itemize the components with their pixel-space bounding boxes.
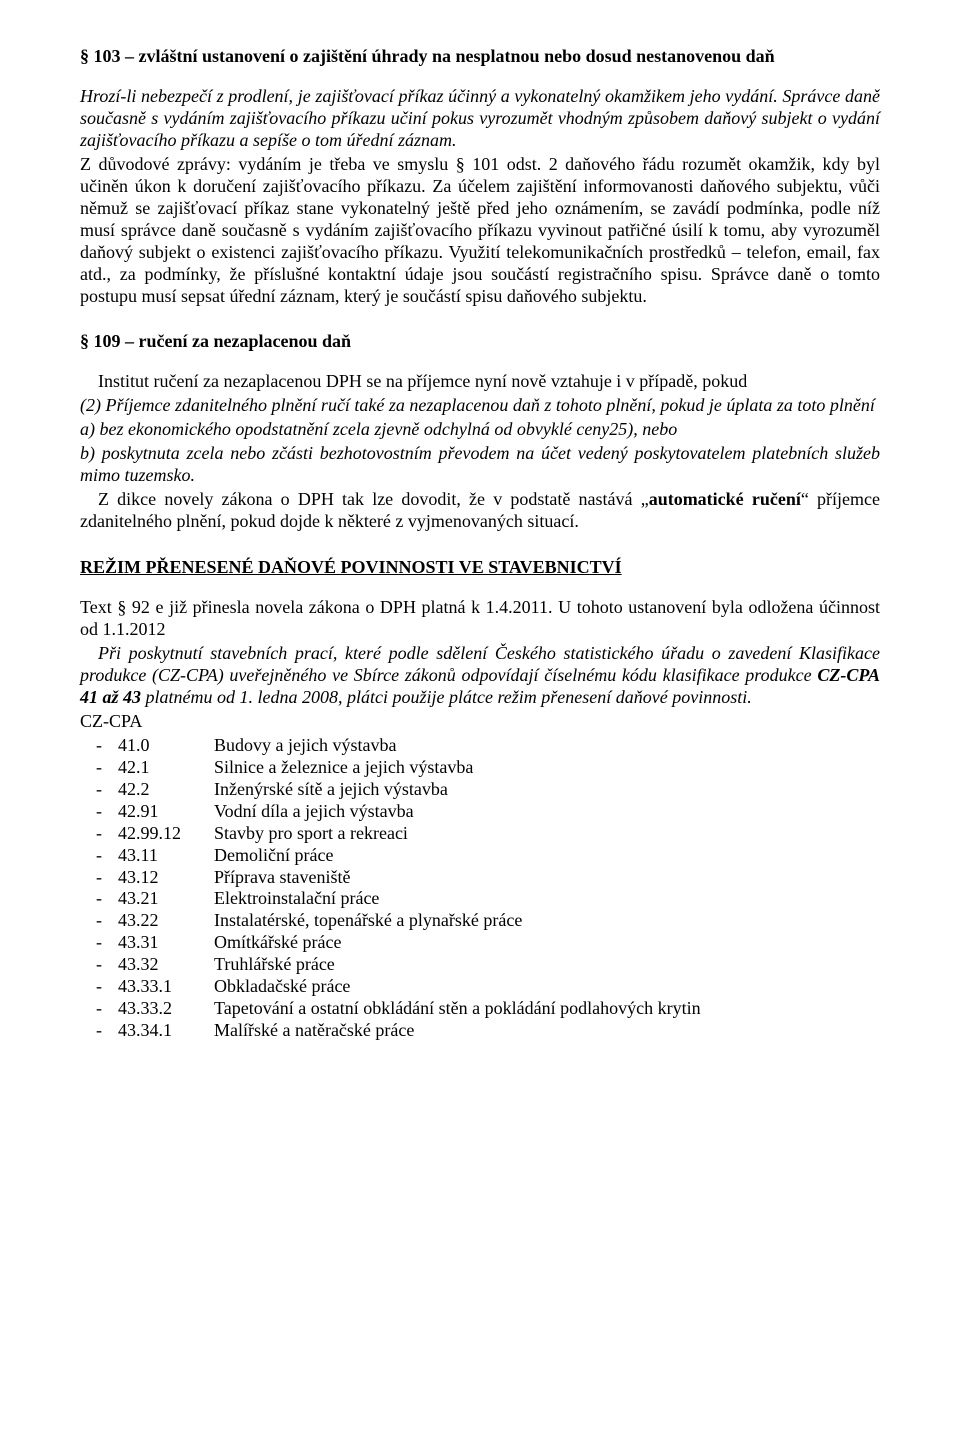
- czcpa-item: -43.32Truhlářské práce: [80, 954, 880, 976]
- czcpa-label: Instalatérské, topenářské a plynařské pr…: [214, 910, 880, 932]
- czcpa-item: -43.22Instalatérské, topenářské a plynař…: [80, 910, 880, 932]
- list-dash: -: [80, 757, 118, 779]
- czcpa-label: Stavby pro sport a rekreaci: [214, 823, 880, 845]
- czcpa-item: -42.1Silnice a železnice a jejich výstav…: [80, 757, 880, 779]
- list-dash: -: [80, 932, 118, 954]
- rezim-italic-post: platnému od 1. ledna 2008, plátci použij…: [141, 687, 752, 707]
- list-dash: -: [80, 976, 118, 998]
- list-dash: -: [80, 888, 118, 910]
- czcpa-code: 43.32: [118, 954, 214, 976]
- czcpa-label: Silnice a železnice a jejich výstavba: [214, 757, 880, 779]
- czcpa-code: 42.99.12: [118, 823, 214, 845]
- czcpa-list: -41.0Budovy a jejich výstavba-42.1Silnic…: [80, 735, 880, 1042]
- list-dash: -: [80, 1020, 118, 1042]
- czcpa-label: Demoliční práce: [214, 845, 880, 867]
- czcpa-code: 43.33.2: [118, 998, 214, 1020]
- czcpa-code: 42.2: [118, 779, 214, 801]
- list-dash: -: [80, 954, 118, 976]
- czcpa-label: Omítkářské práce: [214, 932, 880, 954]
- czcpa-item: -42.91Vodní díla a jejich výstavba: [80, 801, 880, 823]
- document-page: § 103 – zvláštní ustanovení o zajištění …: [0, 0, 960, 1444]
- czcpa-item: -43.33.2Tapetování a ostatní obkládání s…: [80, 998, 880, 1020]
- section-103-italic: Hrozí-li nebezpečí z prodlení, je zajišť…: [80, 86, 880, 152]
- section-109-intro: Institut ručení za nezaplacenou DPH se n…: [80, 371, 880, 393]
- czcpa-code: 43.12: [118, 867, 214, 889]
- czcpa-label: Obkladačské práce: [214, 976, 880, 998]
- czcpa-item: -43.33.1Obkladačské práce: [80, 976, 880, 998]
- czcpa-code: 43.22: [118, 910, 214, 932]
- czcpa-code: 43.34.1: [118, 1020, 214, 1042]
- rezim-p1: Text § 92 e již přinesla novela zákona o…: [80, 597, 880, 641]
- czcpa-code: 43.11: [118, 845, 214, 867]
- czcpa-code: 43.21: [118, 888, 214, 910]
- section-109-italic-block: (2) Příjemce zdanitelného plnění ručí ta…: [80, 395, 880, 417]
- section-109-a: a) bez ekonomického opodstatnění zcela z…: [80, 419, 880, 441]
- czcpa-code: 41.0: [118, 735, 214, 757]
- czcpa-label: Inženýrské sítě a jejich výstavba: [214, 779, 880, 801]
- czcpa-code: 42.91: [118, 801, 214, 823]
- czcpa-item: -43.31Omítkářské práce: [80, 932, 880, 954]
- section-109-tail: Z dikce novely zákona o DPH tak lze dovo…: [80, 489, 880, 533]
- czcpa-label: CZ-CPA: [80, 711, 880, 733]
- section-103-title: § 103 – zvláštní ustanovení o zajištění …: [80, 46, 880, 68]
- czcpa-label: Vodní díla a jejich výstavba: [214, 801, 880, 823]
- czcpa-item: -42.2Inženýrské sítě a jejich výstavba: [80, 779, 880, 801]
- list-dash: -: [80, 735, 118, 757]
- czcpa-label: Malířské a natěračské práce: [214, 1020, 880, 1042]
- section-109-tail-pre: Z dikce novely zákona o DPH tak lze dovo…: [98, 489, 649, 509]
- czcpa-label: Budovy a jejich výstavba: [214, 735, 880, 757]
- czcpa-item: -41.0Budovy a jejich výstavba: [80, 735, 880, 757]
- section-109-tail-bold: automatické ručení: [649, 489, 801, 509]
- czcpa-label: Tapetování a ostatní obkládání stěn a po…: [214, 998, 880, 1020]
- czcpa-label: Elektroinstalační práce: [214, 888, 880, 910]
- section-103-body: Z důvodové zprávy: vydáním je třeba ve s…: [80, 154, 880, 308]
- czcpa-label: Příprava staveniště: [214, 867, 880, 889]
- czcpa-code: 43.33.1: [118, 976, 214, 998]
- list-dash: -: [80, 779, 118, 801]
- list-dash: -: [80, 910, 118, 932]
- rezim-italic-pre: Při poskytnutí stavebních prací, které p…: [80, 643, 880, 685]
- czcpa-code: 42.1: [118, 757, 214, 779]
- list-dash: -: [80, 801, 118, 823]
- list-dash: -: [80, 998, 118, 1020]
- list-dash: -: [80, 823, 118, 845]
- czcpa-item: -43.12Příprava staveniště: [80, 867, 880, 889]
- czcpa-code: 43.31: [118, 932, 214, 954]
- list-dash: -: [80, 845, 118, 867]
- czcpa-item: -43.11Demoliční práce: [80, 845, 880, 867]
- list-dash: -: [80, 867, 118, 889]
- section-109-title: § 109 – ručení za nezaplacenou daň: [80, 331, 880, 353]
- czcpa-item: -43.21Elektroinstalační práce: [80, 888, 880, 910]
- czcpa-label: Truhlářské práce: [214, 954, 880, 976]
- section-109-b: b) poskytnuta zcela nebo zčásti bezhotov…: [80, 443, 880, 487]
- rezim-title: REŽIM PŘENESENÉ DAŇOVÉ POVINNOSTI VE STA…: [80, 557, 880, 579]
- rezim-italic: Při poskytnutí stavebních prací, které p…: [80, 643, 880, 709]
- czcpa-item: -43.34.1Malířské a natěračské práce: [80, 1020, 880, 1042]
- czcpa-item: -42.99.12Stavby pro sport a rekreaci: [80, 823, 880, 845]
